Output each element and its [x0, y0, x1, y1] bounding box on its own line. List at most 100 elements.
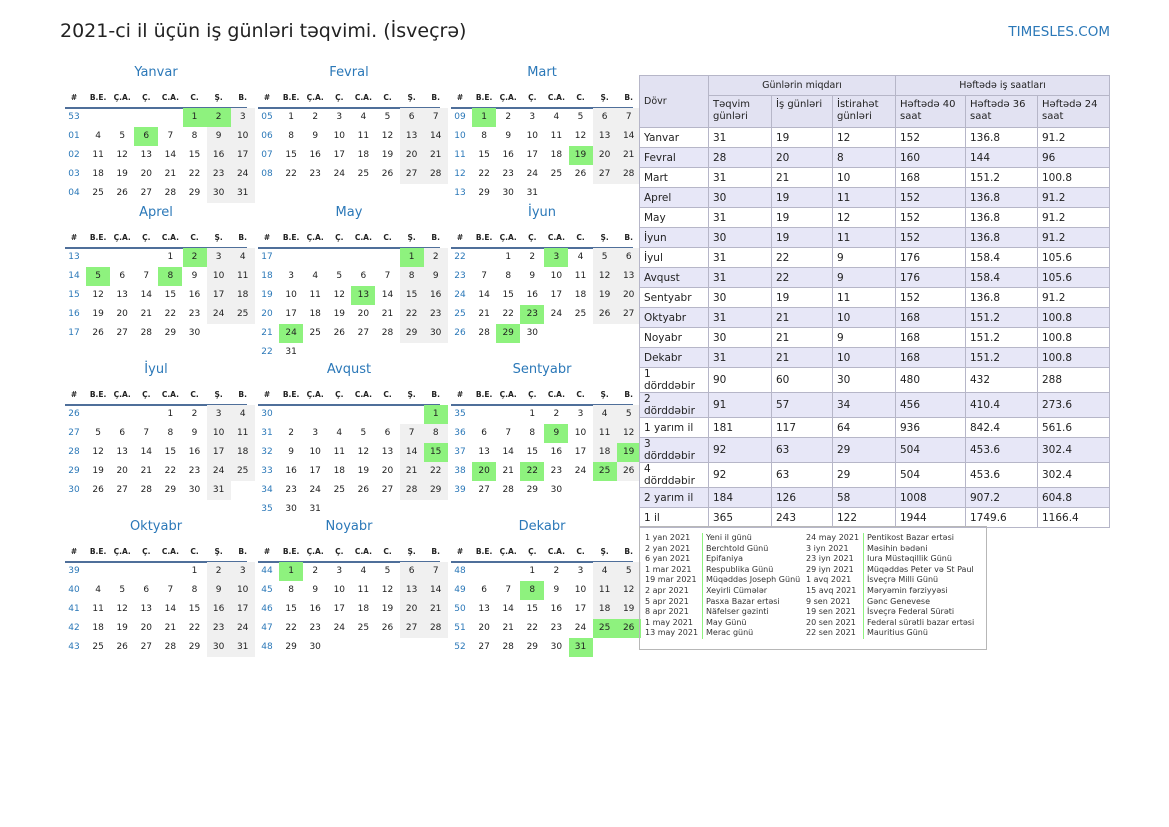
- value-cell: 504: [895, 437, 966, 463]
- day-cell: 20: [116, 309, 128, 319]
- weekday-header: #: [263, 233, 271, 242]
- day-cell: 23: [309, 623, 321, 633]
- value-cell: 11: [832, 287, 896, 308]
- day-cell: [327, 405, 351, 424]
- weekday-header: C.A.: [161, 93, 179, 102]
- day-cell: 22: [285, 169, 297, 179]
- weekday-header: C.A.: [161, 547, 179, 556]
- day-cell: 21: [478, 309, 490, 319]
- day-cell: [617, 638, 641, 657]
- holiday-date: 22 sen 2021: [806, 628, 856, 638]
- weekday-header: C.A.: [547, 547, 565, 556]
- day-cell: 13: [399, 127, 424, 146]
- value-cell: 504: [895, 462, 966, 488]
- value-cell: 181: [708, 417, 772, 438]
- day-cell: 22: [164, 466, 177, 476]
- holiday-date: 1 yan 2021: [645, 533, 691, 542]
- day-cell: 2: [288, 428, 294, 438]
- period-cell: 1 yarım il: [639, 417, 709, 438]
- period-cell: İyun: [639, 227, 709, 248]
- value-cell: 29: [832, 462, 896, 488]
- day-cell: 25: [574, 309, 587, 319]
- weekday-header: #: [70, 547, 78, 556]
- week-number: 11: [454, 150, 466, 160]
- value-cell: 19: [771, 207, 833, 228]
- month-title: May: [335, 205, 363, 220]
- holiday-date: 5 apr 2021: [645, 596, 689, 606]
- day-cell: 8: [505, 271, 512, 281]
- day-cell: 19: [116, 623, 128, 633]
- day-cell: 10: [285, 290, 297, 300]
- day-cell: 9: [529, 271, 536, 281]
- day-cell: 27: [140, 642, 153, 652]
- week-number: 21: [261, 328, 273, 338]
- day-cell: [593, 481, 617, 500]
- day-cell: 28: [164, 642, 177, 652]
- day-cell: 15: [188, 150, 201, 160]
- day-cell: [86, 248, 110, 267]
- holiday-item: 19 mar 2021 Müqəddəs Joseph Günü: [645, 575, 800, 586]
- week-number: 31: [261, 428, 273, 438]
- value-cell: 31: [708, 207, 772, 228]
- day-cell: 16: [309, 150, 321, 160]
- day-cell: 24: [526, 169, 539, 179]
- day-cell: 20: [478, 623, 490, 633]
- holiday-item: 24 may 2021 Pentikost Bazar ertəsi: [806, 533, 974, 544]
- value-cell: 302.4: [1037, 462, 1110, 488]
- weekday-header: B.E.: [475, 390, 493, 399]
- day-cell: 28: [140, 485, 153, 495]
- holiday-name: Pentikost Bazar ertəsi: [863, 533, 954, 544]
- day-cell: 16: [550, 447, 563, 457]
- day-cell: 13: [592, 127, 617, 146]
- day-cell: 4: [336, 428, 343, 438]
- holiday-name: Pasxa Bazar ertəsi: [702, 596, 780, 608]
- day-cell: 22: [399, 305, 424, 324]
- weekday-header: Ç.: [335, 93, 344, 102]
- value-cell: 100.8: [1037, 347, 1110, 368]
- day-cell: 14: [164, 150, 177, 160]
- day-cell: 19: [381, 150, 394, 160]
- day-cell: 6: [134, 127, 159, 146]
- weekday-header: #: [263, 93, 271, 102]
- holiday-item: 15 avq 2021 Məryəmin fərziyyəsi: [806, 585, 974, 597]
- day-cell: 11: [357, 131, 370, 141]
- weekday-header: Ç.A.: [306, 547, 324, 556]
- day-cell: 22: [502, 309, 514, 319]
- day-cell: 17: [574, 604, 587, 614]
- day-cell: 1: [529, 566, 536, 576]
- day-cell: 1: [182, 108, 207, 127]
- day-cell: 28: [399, 481, 424, 500]
- month-title: Aprel: [139, 205, 173, 220]
- day-cell: 14: [616, 127, 641, 146]
- weekday-header: C.: [383, 390, 392, 399]
- day-cell: 9: [206, 581, 231, 600]
- weekday-header: Ç.A.: [499, 93, 517, 102]
- holiday-name: Respublika Günü: [702, 564, 773, 576]
- day-cell: 15: [526, 447, 539, 457]
- month-title: Sentyabr: [512, 362, 572, 377]
- day-cell: 3: [288, 271, 294, 281]
- value-cell: 168: [895, 307, 966, 328]
- week-number: 23: [454, 271, 466, 281]
- day-cell: 3: [230, 108, 255, 127]
- day-cell: 28: [423, 165, 448, 184]
- weekday-header: B.: [624, 93, 633, 102]
- day-cell: [400, 500, 424, 519]
- value-cell: 126: [771, 487, 833, 508]
- day-cell: 28: [423, 619, 448, 638]
- value-cell: 158.4: [965, 267, 1038, 288]
- col-36-hours: Həftədə 36 saat: [965, 95, 1038, 128]
- day-cell: 10: [309, 447, 321, 457]
- holiday-date: 8 apr 2021: [645, 607, 689, 617]
- day-cell: 9: [505, 131, 512, 141]
- weekday-header: #: [70, 390, 78, 399]
- day-cell: [569, 324, 593, 343]
- day-cell: 11: [92, 604, 104, 614]
- day-cell: 23: [550, 623, 563, 633]
- day-cell: 22: [526, 623, 539, 633]
- table-row: 2 dörddəbir 91 57 34 456 410.4 273.6: [639, 392, 1110, 418]
- site-link[interactable]: TIMESLES.COM: [1008, 24, 1110, 40]
- week-number: 44: [261, 566, 273, 576]
- day-cell: 1: [472, 108, 497, 127]
- value-cell: 136.8: [965, 287, 1038, 308]
